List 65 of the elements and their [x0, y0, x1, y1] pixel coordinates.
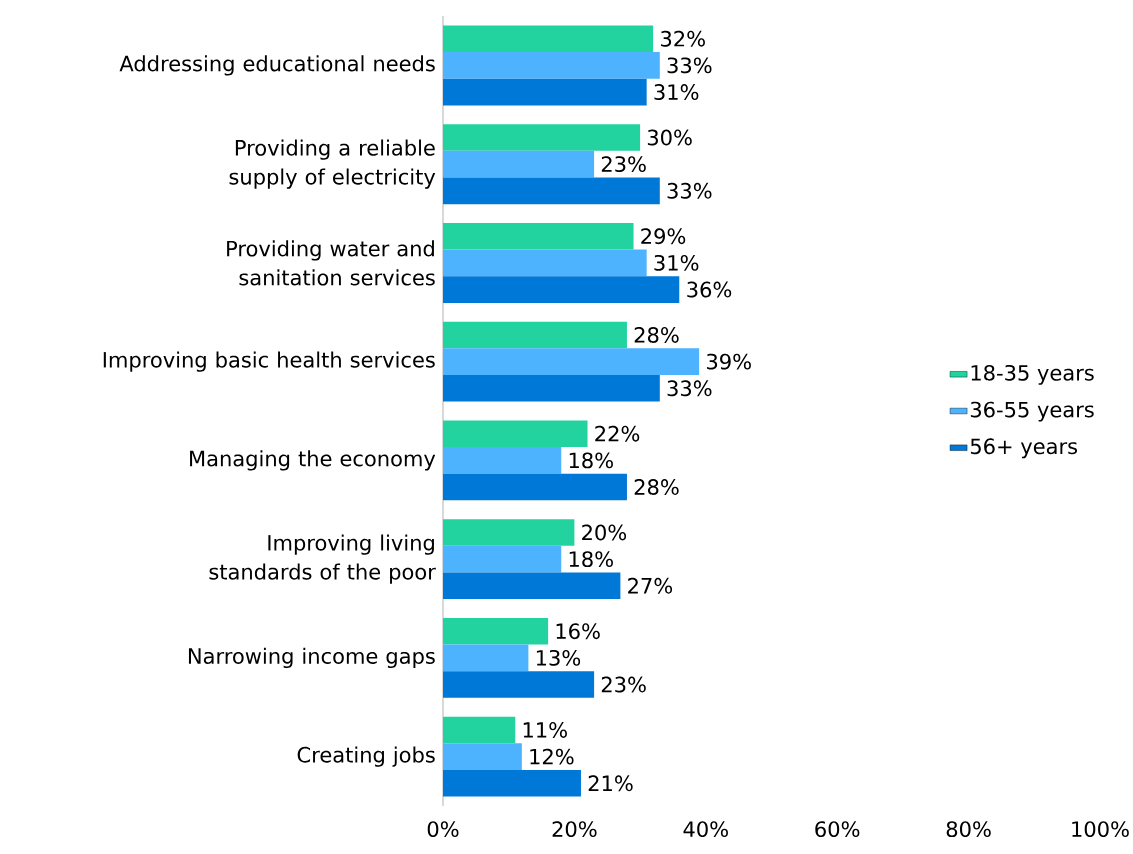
data-label: 18% — [569, 551, 613, 568]
data-label: 29% — [641, 228, 686, 245]
bar — [443, 374, 660, 402]
y-tick-label: Providing water and sanitation services — [227, 240, 435, 286]
bar — [443, 222, 634, 250]
x-tick-label: 20% — [552, 821, 597, 838]
data-label: 23% — [601, 156, 646, 173]
y-tick-label: Narrowing income gaps — [188, 647, 435, 669]
bar — [443, 769, 581, 797]
bar — [443, 644, 529, 672]
data-label: 20% — [582, 524, 627, 541]
x-tick-label: 40% — [683, 821, 728, 838]
data-label: 33% — [667, 380, 712, 397]
data-label: 28% — [634, 479, 679, 495]
bar — [443, 617, 549, 645]
bar — [443, 716, 516, 744]
bar — [443, 348, 700, 375]
bar — [443, 276, 680, 303]
bar — [443, 447, 562, 474]
bar — [443, 743, 522, 770]
data-label: 33% — [667, 182, 712, 199]
bar — [443, 150, 595, 178]
y-tick-label: Providing a reliable supply of electricity — [229, 139, 436, 189]
bar — [443, 52, 660, 79]
data-label: 28% — [634, 327, 679, 343]
bar — [443, 25, 654, 53]
data-label: 31% — [654, 84, 699, 100]
bar — [443, 473, 627, 501]
data-label: 32% — [661, 30, 705, 47]
data-label: 30% — [647, 129, 692, 146]
x-tick-label: 60% — [815, 821, 860, 838]
data-label: 23% — [601, 676, 646, 693]
data-label: 33% — [667, 57, 712, 74]
data-label: 31% — [654, 254, 699, 271]
y-tick-label: Improving basic health services — [103, 351, 435, 372]
bar — [443, 78, 647, 106]
bar — [443, 124, 641, 151]
legend-label: 18-35 years — [971, 364, 1094, 385]
data-label: 16% — [556, 623, 600, 640]
y-tick-label: Addressing educational needs — [119, 55, 435, 76]
data-label: 13% — [536, 649, 581, 666]
data-label: 39% — [707, 353, 751, 370]
bar — [443, 321, 627, 349]
x-tick-label: 80% — [946, 821, 991, 838]
bar — [443, 545, 562, 573]
legend-label: 56+ years — [970, 438, 1078, 459]
y-tick-label: Creating jobs — [297, 746, 435, 767]
x-tick-label: 100% — [1072, 821, 1129, 838]
bar — [443, 420, 588, 448]
bar — [443, 671, 595, 698]
bar — [443, 177, 660, 205]
data-label: 36% — [687, 281, 732, 298]
data-label: 12% — [530, 748, 574, 765]
y-tick-label: Improving living standards of the poor — [209, 534, 436, 584]
bar — [443, 572, 621, 600]
bar — [443, 249, 647, 277]
data-label: 22% — [595, 425, 640, 442]
bar — [443, 519, 575, 546]
y-tick-label: Managing the economy — [190, 450, 436, 471]
legend-label: 36-55 years — [970, 401, 1094, 422]
data-label: 21% — [588, 775, 633, 792]
x-tick-label: 0% — [427, 821, 459, 838]
data-label: 18% — [569, 452, 613, 469]
data-label: 27% — [628, 577, 673, 594]
data-label: 11% — [523, 722, 567, 738]
